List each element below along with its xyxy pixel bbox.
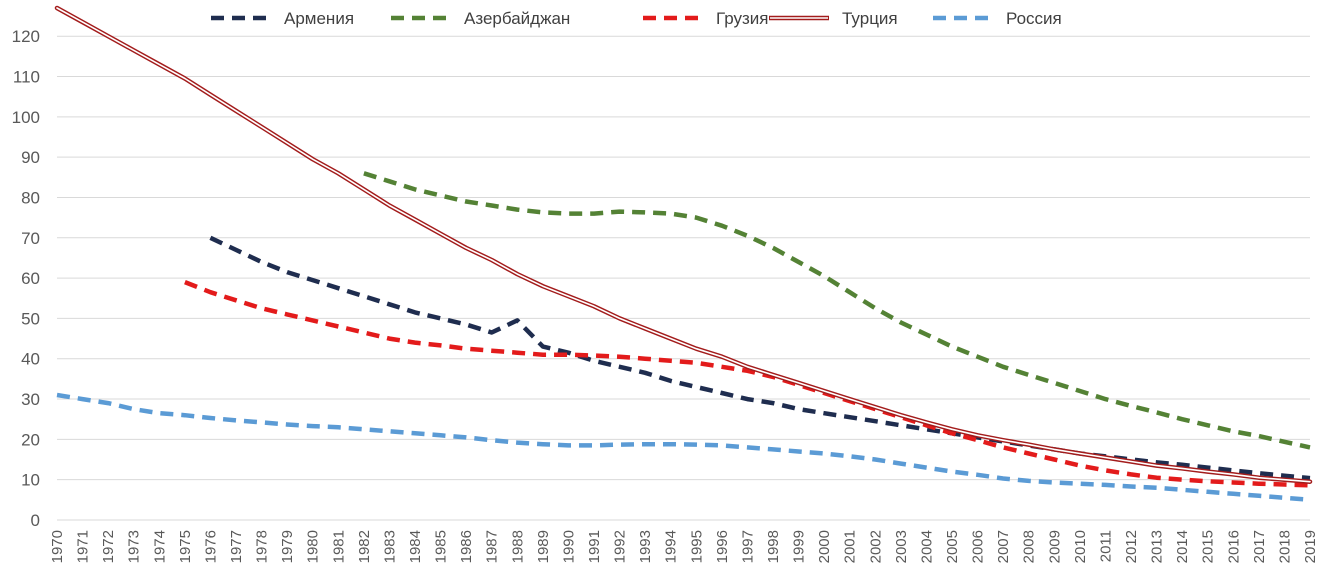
legend-label: Армения [284,9,354,28]
x-tick-label: 2017 [1251,530,1268,563]
legend: Армения Азербайджан Грузия Турция Россия [211,9,1062,28]
x-tick-label: 2009 [1046,530,1063,563]
y-tick-label: 40 [21,350,40,369]
x-tick-label: 1976 [202,530,219,563]
x-tick-label: 1984 [407,530,424,563]
x-tick-label: 2003 [893,530,910,563]
legend-label: Россия [1006,9,1062,28]
x-tick-label: 1992 [612,530,629,563]
legend-item-1: Азербайджан [391,9,570,28]
x-tick-label: 1974 [151,530,168,563]
x-tick-label: 2010 [1072,530,1089,563]
y-tick-label: 60 [21,269,40,288]
series-3-line [54,5,1313,484]
x-tick-label: 1995 [688,530,705,563]
x-tick-label: 1981 [330,530,347,563]
x-tick-label: 2007 [995,530,1012,563]
x-tick-label: 1971 [75,530,92,563]
y-tick-label: 50 [21,309,40,328]
x-tick-label: 1982 [356,530,373,563]
x-tick-label: 2011 [1097,530,1114,562]
x-tick-label: 2019 [1302,530,1319,563]
x-tick-label: 1979 [279,530,296,563]
x-tick-label: 1985 [433,530,450,563]
legend-item-0: Армения [211,9,354,28]
y-tick-label: 120 [12,27,40,46]
y-tick-label: 90 [21,148,40,167]
series-lines [54,5,1313,503]
x-tick-label: 2013 [1149,530,1166,563]
x-tick-label: 1973 [126,530,143,563]
x-tick-label: 1980 [305,530,322,563]
legend-item-2: Грузия [643,9,769,28]
x-tick-label: 2000 [816,530,833,563]
x-tick-label: 1983 [381,530,398,563]
x-tick-label: 2002 [867,530,884,563]
legend-label: Азербайджан [464,9,570,28]
x-tick-label: 2006 [970,530,987,563]
x-tick-label: 1987 [484,530,501,563]
x-tick-label: 1970 [49,530,66,563]
y-tick-label: 110 [13,68,40,87]
x-tick-label: 2004 [918,530,935,563]
x-tick-label: 1998 [765,530,782,563]
gridlines [57,35,1310,521]
x-tick-label: 1978 [254,530,271,563]
x-tick-label: 1989 [535,530,552,563]
x-tick-label: 1990 [560,530,577,563]
x-tick-label: 1999 [791,530,808,563]
y-tick-label: 70 [21,229,40,248]
x-tick-label: 1986 [458,530,475,563]
y-tick-label: 80 [21,188,40,207]
series-2-line [184,280,1311,488]
x-tick-label: 2015 [1200,530,1217,563]
x-tick-label: 2014 [1174,530,1191,563]
x-tick-label: 2012 [1123,530,1140,563]
x-axis-ticks: 1970 1971 1972 1973 1974 1975 1976 1977 1978 1979… [49,530,1319,563]
y-tick-label: 0 [31,511,40,530]
x-tick-label: 2016 [1225,530,1242,563]
x-tick-label: 1996 [714,530,731,563]
series-3-line-inner [56,7,1311,483]
series-4-line [56,392,1311,503]
y-tick-label: 10 [21,471,40,490]
y-tick-label: 30 [21,390,40,409]
x-tick-label: 2005 [944,530,961,563]
x-tick-label: 2018 [1276,530,1293,563]
x-tick-label: 1972 [100,530,117,563]
y-tick-label: 100 [12,108,40,127]
y-axis-ticks: 0 10 20 30 40 50 60 70 80 90 100 110 120 [12,27,40,530]
x-tick-label: 1994 [663,530,680,563]
legend-label: Турция [842,9,898,28]
x-tick-label: 2008 [1021,530,1038,563]
x-tick-label: 2001 [842,530,859,563]
x-tick-label: 1975 [177,530,194,563]
x-tick-label: 1988 [509,530,526,563]
legend-item-4: Россия [933,9,1062,28]
x-tick-label: 1993 [637,530,654,563]
x-tick-label: 1997 [739,530,756,563]
x-tick-label: 1991 [586,530,603,563]
legend-item-3: Турция [769,9,898,28]
x-tick-label: 1977 [228,530,245,563]
y-tick-label: 20 [21,430,40,449]
series-1-line [363,171,1311,450]
legend-label: Грузия [716,9,769,28]
series-0-line [209,235,1311,481]
